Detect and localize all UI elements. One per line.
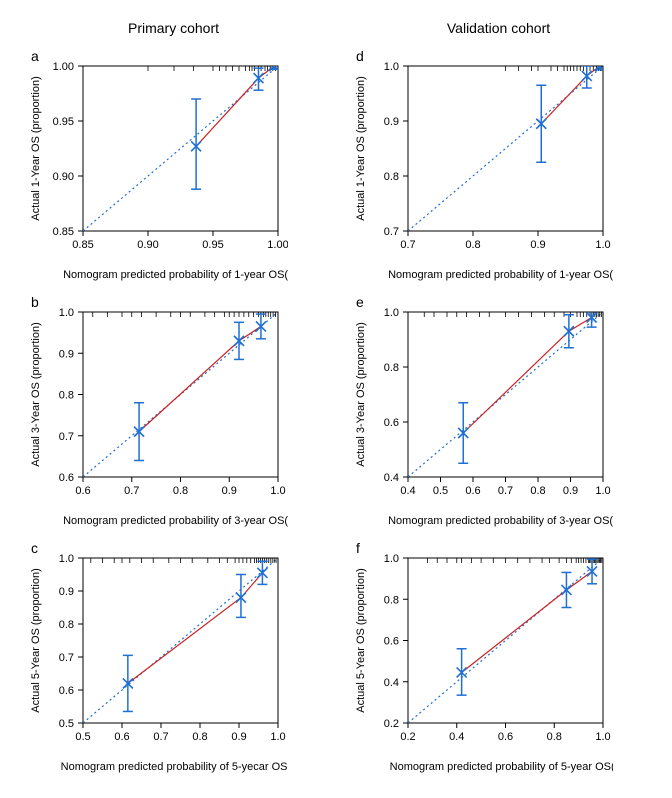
col-title-right: Validation cohort	[346, 20, 651, 36]
svg-text:0.4: 0.4	[384, 677, 399, 689]
calibration-plot-grid: Primary cohort Validation cohort a0.850.…	[21, 20, 651, 778]
svg-text:0.8: 0.8	[192, 731, 207, 743]
calibration-panel-b: 0.6 0.7 0.8 0.9 1.0 0.6 0.7 0.8 0.9 1.0 Nomogram p…	[21, 294, 288, 532]
svg-text:1.0: 1.0	[384, 307, 399, 319]
svg-text:1.00: 1.00	[53, 61, 74, 73]
svg-text:Nomogram predicted probability: Nomogram predicted probability of 1-year…	[388, 269, 613, 281]
svg-text:0.9: 0.9	[530, 239, 545, 251]
svg-text:0.9: 0.9	[384, 116, 399, 128]
svg-text:0.9: 0.9	[231, 731, 246, 743]
svg-text:0.2: 0.2	[384, 718, 399, 730]
svg-text:0.95: 0.95	[202, 239, 223, 251]
svg-text:1.0: 1.0	[270, 485, 285, 497]
panel-label-d: d	[356, 48, 364, 64]
svg-text:1.0: 1.0	[59, 553, 74, 565]
svg-text:0.6: 0.6	[384, 417, 399, 429]
svg-text:0.7: 0.7	[59, 652, 74, 664]
svg-text:0.85: 0.85	[53, 226, 74, 238]
svg-text:0.6: 0.6	[498, 731, 513, 743]
svg-text:0.2: 0.2	[400, 731, 415, 743]
panel-label-e: e	[356, 294, 364, 310]
svg-text:Actual 3-Year OS (proportion): Actual 3-Year OS (proportion)	[355, 322, 367, 467]
svg-text:1.0: 1.0	[595, 239, 610, 251]
svg-text:0.8: 0.8	[384, 594, 399, 606]
svg-text:0.5: 0.5	[433, 485, 448, 497]
svg-text:Actual 5-Year OS (proportion): Actual 5-Year OS (proportion)	[355, 568, 367, 713]
svg-text:0.8: 0.8	[465, 239, 480, 251]
svg-text:0.6: 0.6	[59, 472, 74, 484]
svg-text:0.8: 0.8	[530, 485, 545, 497]
panel-label-b: b	[31, 294, 39, 310]
svg-text:0.9: 0.9	[59, 348, 74, 360]
svg-text:0.9: 0.9	[563, 485, 578, 497]
svg-text:0.8: 0.8	[384, 362, 399, 374]
svg-text:0.6: 0.6	[465, 485, 480, 497]
svg-text:Actual 5-Year OS (proportion): Actual 5-Year OS (proportion)	[30, 568, 42, 713]
panel-c: c 0.5 0.6 0.7 0.8 0.9 1.0 0.5 0.6 0.7 0.8 0.9 1.0 Nom…	[21, 540, 326, 778]
svg-text:0.8: 0.8	[59, 619, 74, 631]
svg-text:Nomogram predicted probability: Nomogram predicted probability of 3-year…	[63, 515, 288, 527]
svg-text:Nomogram predicted probability: Nomogram predicted probability of 5-yeca…	[61, 761, 288, 773]
panel-label-a: a	[31, 48, 39, 64]
panel-label-f: f	[356, 540, 360, 556]
svg-text:0.4: 0.4	[384, 472, 399, 484]
svg-text:1.0: 1.0	[595, 731, 610, 743]
svg-text:Nomogram predicted probability: Nomogram predicted probability of 5-year…	[390, 761, 613, 773]
svg-text:0.6: 0.6	[59, 685, 74, 697]
svg-text:1.0: 1.0	[384, 553, 399, 565]
svg-text:0.8: 0.8	[547, 731, 562, 743]
calibration-panel-f: 0.2 0.4 0.6 0.8 1.0 0.2 0.4 0.6 0.8 1.0 Nomogram p…	[346, 540, 613, 778]
svg-text:1.0: 1.0	[59, 307, 74, 319]
panel-d: d 0.7 0.8 0.9 1.0 0.7 0.8 0.9 1.0 Nomogram predic…	[346, 48, 651, 286]
calibration-panel-d: 0.7 0.8 0.9 1.0 0.7 0.8 0.9 1.0 Nomogram predict…	[346, 48, 613, 286]
svg-text:1.00: 1.00	[267, 239, 288, 251]
svg-text:0.7: 0.7	[153, 731, 168, 743]
panel-f: f 0.2 0.4 0.6 0.8 1.0 0.2 0.4 0.6 0.8 1.0 Nomogram …	[346, 540, 651, 778]
calibration-panel-a: 0.85 0.90 0.95 1.00 0.85 0.90 0.95 1.00 Nomogram…	[21, 48, 288, 286]
svg-text:1.0: 1.0	[595, 485, 610, 497]
svg-text:0.7: 0.7	[498, 485, 513, 497]
svg-text:0.7: 0.7	[124, 485, 139, 497]
calibration-panel-e: 0.4 0.5 0.6 0.7 0.8 0.9 1.0 0.4 0.6 0.8 1.0 Nomogra…	[346, 294, 613, 532]
svg-text:0.7: 0.7	[384, 226, 399, 238]
svg-text:1.0: 1.0	[384, 61, 399, 73]
svg-text:0.9: 0.9	[222, 485, 237, 497]
col-title-left: Primary cohort	[21, 20, 326, 36]
svg-text:Actual 1-Year OS (proportion): Actual 1-Year OS (proportion)	[30, 76, 42, 221]
svg-text:0.6: 0.6	[384, 636, 399, 648]
svg-text:0.90: 0.90	[137, 239, 158, 251]
svg-text:0.8: 0.8	[59, 390, 74, 402]
svg-text:0.4: 0.4	[400, 485, 415, 497]
panel-a: a 0.85 0.90 0.95 1.00 0.85 0.90 0.95 1.00 Nomogra…	[21, 48, 326, 286]
svg-text:0.5: 0.5	[59, 718, 74, 730]
svg-text:0.6: 0.6	[114, 731, 129, 743]
svg-text:0.6: 0.6	[75, 485, 90, 497]
svg-text:0.4: 0.4	[449, 731, 464, 743]
svg-text:Actual 1-Year OS (proportion): Actual 1-Year OS (proportion)	[355, 76, 367, 221]
svg-text:0.8: 0.8	[173, 485, 188, 497]
svg-text:0.5: 0.5	[75, 731, 90, 743]
panel-b: b 0.6 0.7 0.8 0.9 1.0 0.6 0.7 0.8 0.9 1.0 Nomogram …	[21, 294, 326, 532]
svg-text:0.90: 0.90	[53, 171, 74, 183]
svg-text:Actual 3-Year OS (proportion): Actual 3-Year OS (proportion)	[30, 322, 42, 467]
svg-text:0.85: 0.85	[72, 239, 93, 251]
svg-text:0.95: 0.95	[53, 116, 74, 128]
svg-text:1.0: 1.0	[270, 731, 285, 743]
svg-text:0.8: 0.8	[384, 171, 399, 183]
panel-label-c: c	[31, 540, 38, 556]
panel-e: e 0.4 0.5 0.6 0.7 0.8 0.9 1.0 0.4 0.6 0.8 1.0 Nomogr…	[346, 294, 651, 532]
svg-text:Nomogram predicted probability: Nomogram predicted probability of 3-year…	[388, 515, 613, 527]
svg-text:0.9: 0.9	[59, 586, 74, 598]
calibration-panel-c: 0.5 0.6 0.7 0.8 0.9 1.0 0.5 0.6 0.7 0.8 0.9 1.0 Nomo…	[21, 540, 288, 778]
svg-text:0.7: 0.7	[59, 431, 74, 443]
svg-text:Nomogram predicted probability: Nomogram predicted probability of 1-year…	[63, 269, 288, 281]
svg-text:0.7: 0.7	[400, 239, 415, 251]
